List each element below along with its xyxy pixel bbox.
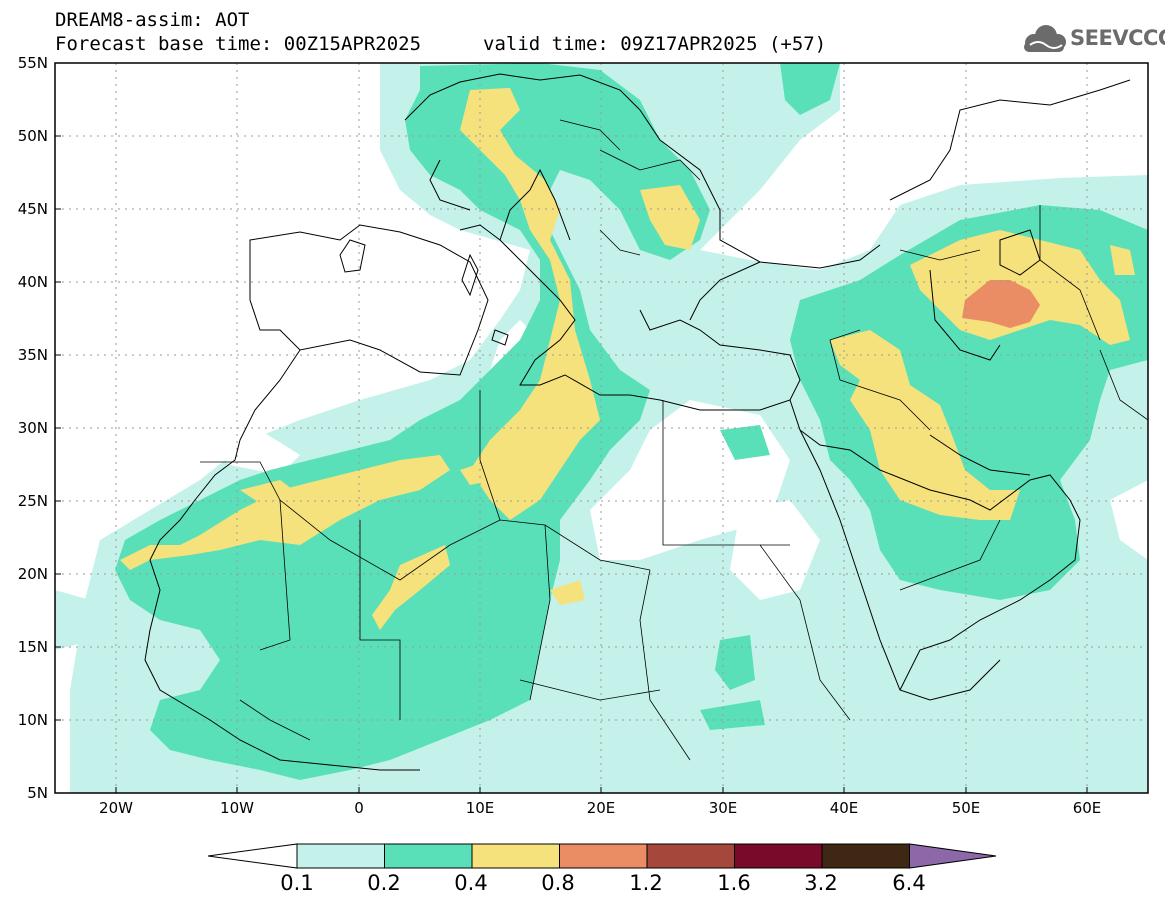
lat-label: 20N — [18, 565, 48, 583]
graticule — [55, 63, 1148, 793]
lon-label: 30E — [709, 799, 738, 817]
lat-label: 45N — [18, 200, 48, 218]
valid-time: valid time: 09Z17APR2025 (+57) — [483, 33, 827, 55]
lat-label: 25N — [18, 492, 48, 510]
country-borders — [200, 119, 1148, 761]
lon-label: 0 — [354, 799, 364, 817]
lat-label: 10N — [18, 711, 48, 729]
lat-label: 15N — [18, 638, 48, 656]
lat-label: 50N — [18, 127, 48, 145]
longitude-labels: 20W 10W 0 10E 20E 30E 40E 50E 60E — [99, 799, 1101, 817]
lat-label: 35N — [18, 346, 48, 364]
lon-label: 40E — [830, 799, 859, 817]
lon-label: 20E — [587, 799, 616, 817]
logo-text: SEEVCCC — [1070, 26, 1165, 50]
aot-level-0.8 — [962, 280, 1040, 328]
lat-label: 30N — [18, 419, 48, 437]
lon-label: 50E — [952, 799, 981, 817]
lat-label: 5N — [27, 784, 48, 802]
forecast-base-time: Forecast base time: 00Z15APR2025 — [55, 33, 422, 55]
lon-label: 20W — [99, 799, 133, 817]
cloud-logo-icon — [1024, 25, 1066, 52]
latitude-labels: 55N 50N 45N 40N 35N 30N 25N 20N 15N 10N … — [18, 54, 48, 802]
lon-label: 10W — [220, 799, 254, 817]
lat-label: 40N — [18, 273, 48, 291]
map-title: DREAM8-assim: AOT — [55, 9, 250, 31]
lon-label: 60E — [1073, 799, 1102, 817]
lat-label: 55N — [18, 54, 48, 72]
lon-label: 10E — [466, 799, 495, 817]
tick-marks — [55, 62, 1088, 793]
coastlines — [144, 73, 1131, 771]
